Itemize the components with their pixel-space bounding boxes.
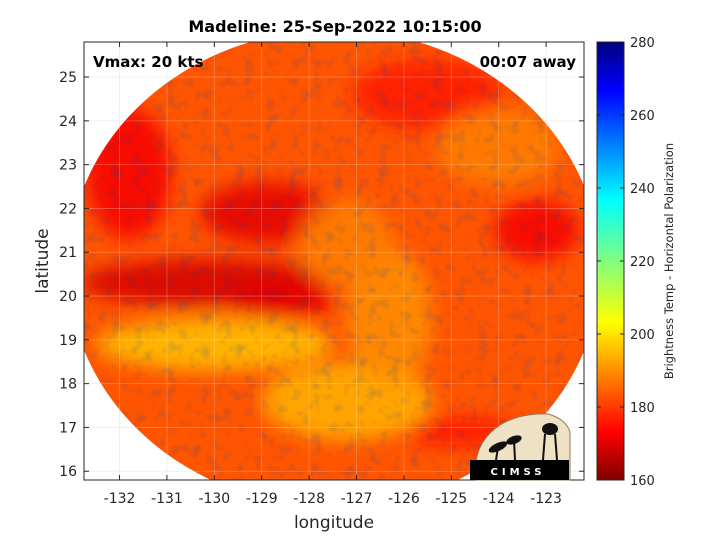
logo-text: CIMSS — [491, 467, 546, 478]
x-tick-label: -126 — [388, 491, 420, 507]
colorbar-ticks: 160 180 200 220 240 260 280 — [597, 36, 655, 489]
colorbar-tick-label: 200 — [630, 328, 655, 343]
plot-frame — [83, 41, 585, 481]
grid-overlay — [84, 42, 584, 480]
x-axis-title: longitude — [294, 513, 374, 533]
y-tick-label: 22 — [59, 201, 77, 217]
chart-title: Madeline: 25-Sep-2022 10:15:00 — [188, 17, 481, 36]
colorbar-tick-label: 180 — [630, 401, 655, 416]
x-tick-label: -129 — [246, 491, 278, 507]
colorbar-tick-label: 260 — [630, 109, 655, 124]
y-tick-label: 20 — [59, 289, 77, 305]
logo-band — [470, 460, 569, 480]
colorbar-tick-label: 160 — [630, 474, 655, 489]
colorbar-title: Brightness Temp - Horizontal Polarizatio… — [662, 143, 676, 379]
x-tick-label: -123 — [530, 491, 562, 507]
axis-ticks: -132 -131 -130 -129 -128 -127 -126 -125 -124 -123… — [59, 42, 584, 507]
y-tick-label: 18 — [59, 377, 77, 393]
swath-image — [84, 42, 584, 480]
colorbar — [596, 41, 625, 481]
x-tick-label: -130 — [198, 491, 230, 507]
y-tick-label: 23 — [59, 158, 77, 174]
y-tick-label: 17 — [59, 420, 77, 436]
x-tick-label: -125 — [435, 491, 467, 507]
y-tick-label: 25 — [59, 70, 77, 86]
swath-texture — [84, 42, 584, 480]
colorbar-tick-label: 280 — [630, 36, 655, 51]
x-tick-label: -132 — [104, 491, 136, 507]
y-tick-label: 21 — [59, 245, 77, 261]
y-tick-label: 24 — [59, 114, 77, 130]
y-tick-label: 19 — [59, 333, 77, 349]
x-tick-label: -124 — [483, 491, 515, 507]
colorbar-tick-label: 220 — [630, 255, 655, 270]
time-away-annotation: 00:07 away — [480, 53, 577, 71]
colorbar-tick-label: 240 — [630, 182, 655, 197]
y-tick-label: 16 — [59, 464, 77, 480]
vmax-annotation: Vmax: 20 kts — [93, 53, 203, 71]
x-tick-label: -128 — [293, 491, 325, 507]
cimss-logo: CIMSS — [470, 413, 571, 481]
x-tick-label: -131 — [151, 491, 183, 507]
x-tick-label: -127 — [341, 491, 373, 507]
water-tower-icon — [542, 423, 558, 435]
y-axis-title: latitude — [33, 228, 53, 293]
